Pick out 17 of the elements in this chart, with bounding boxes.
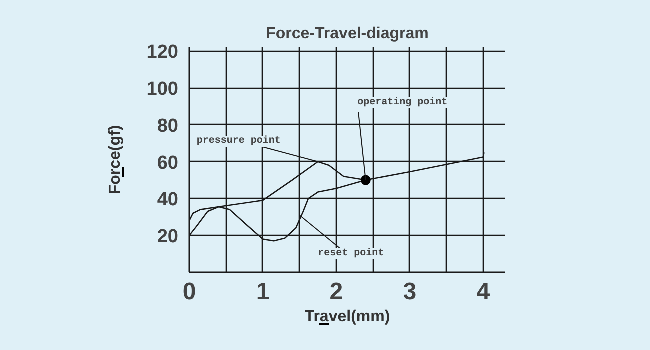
chart-title: Force-Travel-diagram — [266, 26, 429, 42]
y-tick-label: 80 — [157, 116, 179, 137]
x-tick-label: 4 — [476, 278, 491, 306]
x-tick-label: 2 — [330, 278, 344, 306]
annotation: pressure point — [196, 135, 281, 148]
x-tick-label: 3 — [403, 278, 417, 306]
x-tick-label: 0 — [182, 278, 196, 306]
y-tick-label: 40 — [157, 190, 179, 211]
x-axis-title: Travel(mm) — [304, 308, 390, 326]
y-tick-label: 120 — [146, 42, 178, 64]
x-tick-label: 1 — [256, 278, 270, 306]
y-tick-label: 60 — [157, 152, 179, 174]
annotation: operating point — [358, 96, 448, 108]
annotation: reset point — [318, 248, 384, 260]
y-axis-title: Force(gf) — [106, 125, 124, 195]
y-tick-label: 100 — [146, 79, 178, 100]
y-tick-label: 20 — [157, 226, 179, 248]
